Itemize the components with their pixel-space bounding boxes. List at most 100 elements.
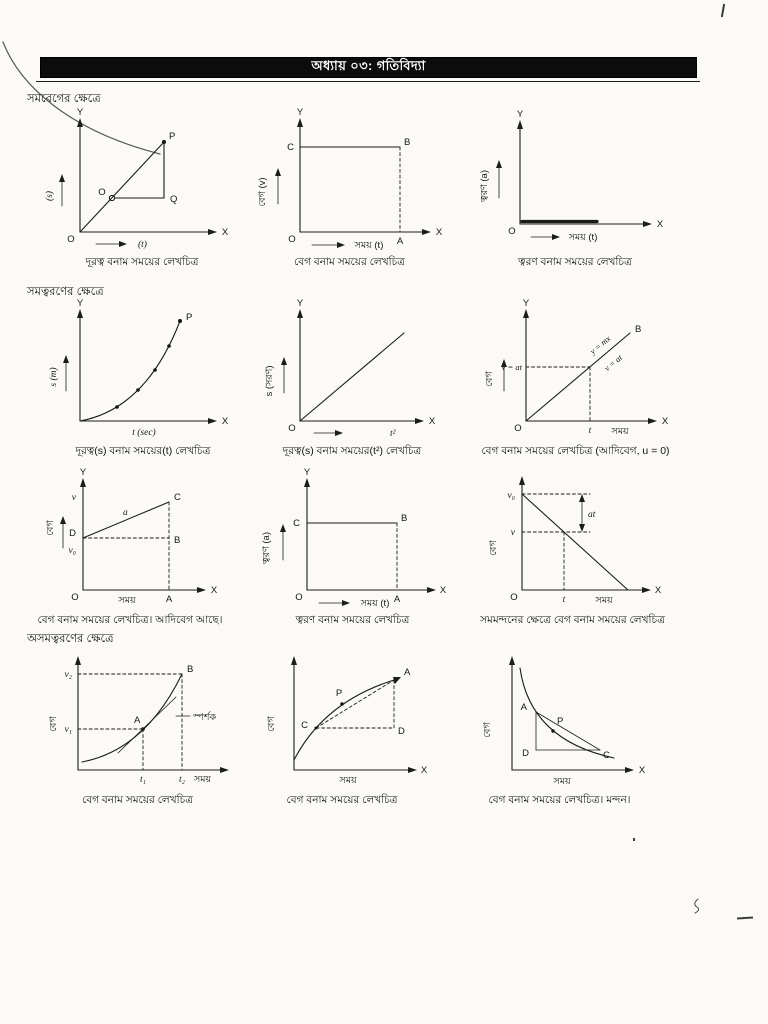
ylabel-arrowhead [501, 359, 507, 367]
origin-label: O [67, 234, 74, 245]
y-axis-arrow [297, 309, 303, 318]
graph-caption: বেগ বনাম সময়ের লেখচিত্র। আদিবেগ আছে। [37, 614, 223, 626]
point-A-label: A [397, 236, 404, 247]
point-C-label: C [293, 518, 300, 529]
xlabel-arrowhead [342, 600, 350, 606]
y-axis-label: s (m) [48, 367, 59, 386]
origin-label: O [288, 234, 295, 245]
graph-canvas: X A P D C বেগ সময় [482, 656, 646, 787]
x-axis-label: সময় (t) [568, 232, 598, 243]
y-axis-label: ত্বরণ (a) [479, 170, 490, 203]
x-axis-letter: X [222, 227, 229, 238]
x-axis-arrow [642, 587, 651, 593]
point-P-label: P [186, 312, 192, 323]
point-P-label: P [557, 716, 563, 727]
graph-canvas: Y X B t সময় v = at y = mx v = at O বেগ [484, 298, 669, 437]
curve-dot [136, 388, 140, 392]
x-axis-letter: X [421, 765, 428, 776]
graph-canvas: Y X C B A O ত্বরণ (a) সময় (t) [261, 467, 447, 609]
graph-velocity-vs-time-retardation: X A P D C বেগ সময় বেগ বনাম সময়ের লেখচি… [462, 644, 657, 810]
at-arrowhead-up [579, 494, 585, 502]
point-B-label: B [401, 513, 407, 524]
y-axis-arrow [523, 309, 529, 318]
xlabel-arrowhead [337, 242, 345, 248]
y-axis-label: বেগ (v) [257, 177, 268, 206]
x-axis-arrow [208, 229, 217, 235]
point-P-label: P [169, 131, 175, 142]
x-axis-arrow [197, 587, 206, 593]
graph-distance-vs-time-curve: Y X P s (m) t (sec) দূরত্ব(s) বনাম সময়ে… [48, 295, 238, 461]
graph-caption: ত্বরণ বনাম সময়ের লেখচিত্র [518, 256, 632, 268]
y-axis-label: বেগ [45, 520, 56, 536]
tangent-line [117, 696, 177, 754]
y-axis-arrow [75, 656, 81, 665]
x-axis-letter: X [436, 227, 443, 238]
y-axis-label: বেগ [484, 371, 495, 387]
x-axis-letter: X [657, 219, 664, 230]
chapter-title: অধ্যায় ০৩: গতিবিদ্যা [311, 58, 426, 73]
curve-dot [115, 405, 119, 409]
v0-label: v₀ [507, 491, 515, 501]
velocity-line [82, 501, 170, 539]
x-axis-letter: X [655, 585, 662, 596]
ylabel-arrowhead [59, 174, 65, 182]
x-axis-arrow [220, 767, 229, 773]
equation-v-at: v = at [602, 352, 625, 373]
v-label: v [72, 493, 77, 503]
x-axis-label: সময় [594, 595, 614, 606]
header-rule [36, 81, 700, 82]
y-axis-arrow [519, 476, 525, 485]
graph-canvas: X v₀ v t at O সময় বেগ [488, 476, 662, 606]
graph-velocity-vs-time-u0: Y X B t সময় v = at y = mx v = at O বেগ … [478, 295, 673, 461]
point-O-label: O [98, 187, 105, 198]
section-label-nonuniform-acceleration: অসমত্বরণের ক্ষেত্রে [27, 633, 114, 645]
scan-artifact-squiggle [694, 898, 700, 914]
scan-artifact-dot [633, 838, 635, 841]
x-axis-arrow [643, 221, 652, 227]
v0-label: v₀ [68, 546, 76, 556]
t-label: t [589, 426, 592, 436]
at-arrowhead-down [579, 524, 585, 532]
y-axis-letter: Y [80, 467, 87, 478]
a-label: a [123, 508, 128, 518]
v1-label: v₁ [64, 725, 72, 735]
pen-stroke [2, 41, 161, 155]
v-at-axis-label: v = at [502, 362, 523, 372]
x-axis-arrow [422, 229, 431, 235]
y-axis-letter: Y [517, 109, 524, 120]
stray-pen-mark [2, 41, 161, 155]
x-axis-label: (t) [138, 239, 147, 250]
point-C-label: C [301, 720, 308, 731]
point-B-label: B [174, 535, 180, 546]
distance-curve [79, 320, 181, 422]
y-axis-label: বেগ [266, 716, 277, 732]
x-axis-arrow [427, 587, 436, 593]
y-axis-label: ত্বরণ (a) [261, 532, 272, 565]
graph-caption: বেগ বনাম সময়ের লেখচিত্র (আদিবেগ, u = 0) [481, 445, 670, 457]
x-axis-label: সময় (t) [354, 240, 384, 251]
point-Q-label: Q [170, 194, 177, 205]
point-A-label: A [394, 594, 401, 605]
y-axis-letter: Y [77, 298, 84, 309]
x-axis-arrow [625, 767, 634, 773]
velocity-curve [293, 679, 395, 761]
xlabel-arrowhead [552, 234, 560, 240]
graph-canvas: B A v₁ v₂ t₁ t₂ স্পর্শক বেগ সময় [48, 656, 229, 785]
y-axis-label: বেগ [488, 540, 499, 556]
graph-caption: বেগ বনাম সময়ের লেখচিত্র [286, 794, 398, 806]
x-axis-letter: X [222, 416, 229, 427]
scan-artifact-top-right [720, 3, 726, 18]
y-axis-label: (s) [44, 191, 55, 201]
origin-label: O [508, 226, 515, 237]
x-axis-label: সময় [552, 776, 572, 787]
velocity-line [525, 332, 631, 422]
point-P-dot [340, 702, 344, 706]
velocity-curve [519, 667, 615, 759]
y-axis-arrow [291, 656, 297, 665]
graph-acceleration-vs-time-constant: Y X C B A O ত্বরণ (a) সময় (t) ত্বরণ বনা… [255, 464, 450, 630]
y-axis-arrow [77, 118, 83, 127]
velocity-curve [81, 673, 183, 763]
graph-canvas: Y X O ত্বরণ (a) সময় (t) [479, 109, 664, 243]
x-axis-letter: X [429, 416, 436, 427]
ylabel-arrowhead [281, 357, 287, 365]
